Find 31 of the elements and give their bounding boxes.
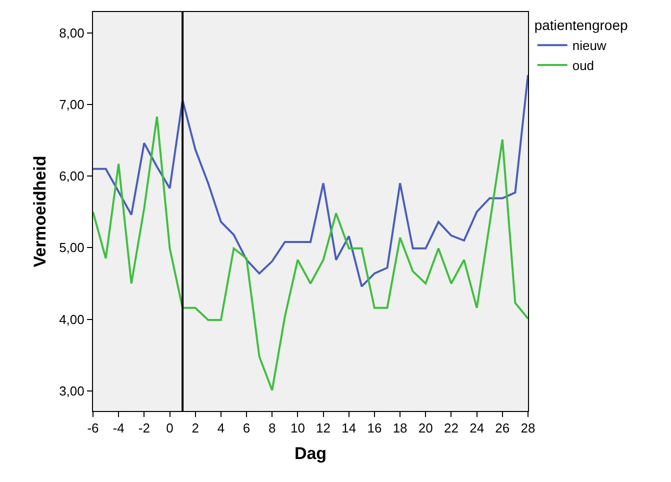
x-tick-label: 14 (342, 420, 356, 436)
x-tick-label: 26 (495, 420, 510, 436)
legend-label: oud (572, 58, 594, 74)
x-tick-label: 18 (392, 420, 408, 436)
x-tick-label: 16 (367, 420, 382, 436)
y-tick-label: 5,00 (59, 240, 84, 256)
line-series (93, 74, 528, 288)
y-axis-title: Vermoeidheid (30, 156, 50, 268)
x-tick-label: 22 (444, 420, 458, 436)
y-tick-label: 3,00 (59, 383, 84, 398)
legend-title: patientengroep (534, 17, 628, 34)
x-tick-label: 24 (470, 420, 484, 436)
x-tick-label: 20 (418, 420, 433, 436)
x-tick-label: 0 (166, 420, 174, 436)
x-tick-label: -2 (138, 420, 150, 436)
line-series (93, 116, 528, 392)
x-tick-label: -4 (112, 420, 124, 436)
x-tick-label: 6 (242, 420, 250, 436)
y-tick-label: 6,00 (59, 168, 84, 184)
x-tick-label: 12 (316, 420, 331, 436)
x-tick-label: 28 (520, 420, 536, 436)
x-tick-label: 8 (268, 420, 276, 436)
y-tick-label: 4,00 (59, 312, 84, 327)
x-tick-label: -6 (87, 420, 99, 436)
y-tick-label: 8,00 (59, 25, 84, 40)
x-tick-label: 10 (290, 420, 305, 436)
x-tick-label: 2 (192, 420, 199, 436)
x-axis-title: Dag (294, 444, 327, 463)
y-tick-label: 7,00 (59, 96, 84, 112)
x-tick-label: 4 (217, 420, 225, 436)
legend-label: nieuw (572, 38, 607, 54)
